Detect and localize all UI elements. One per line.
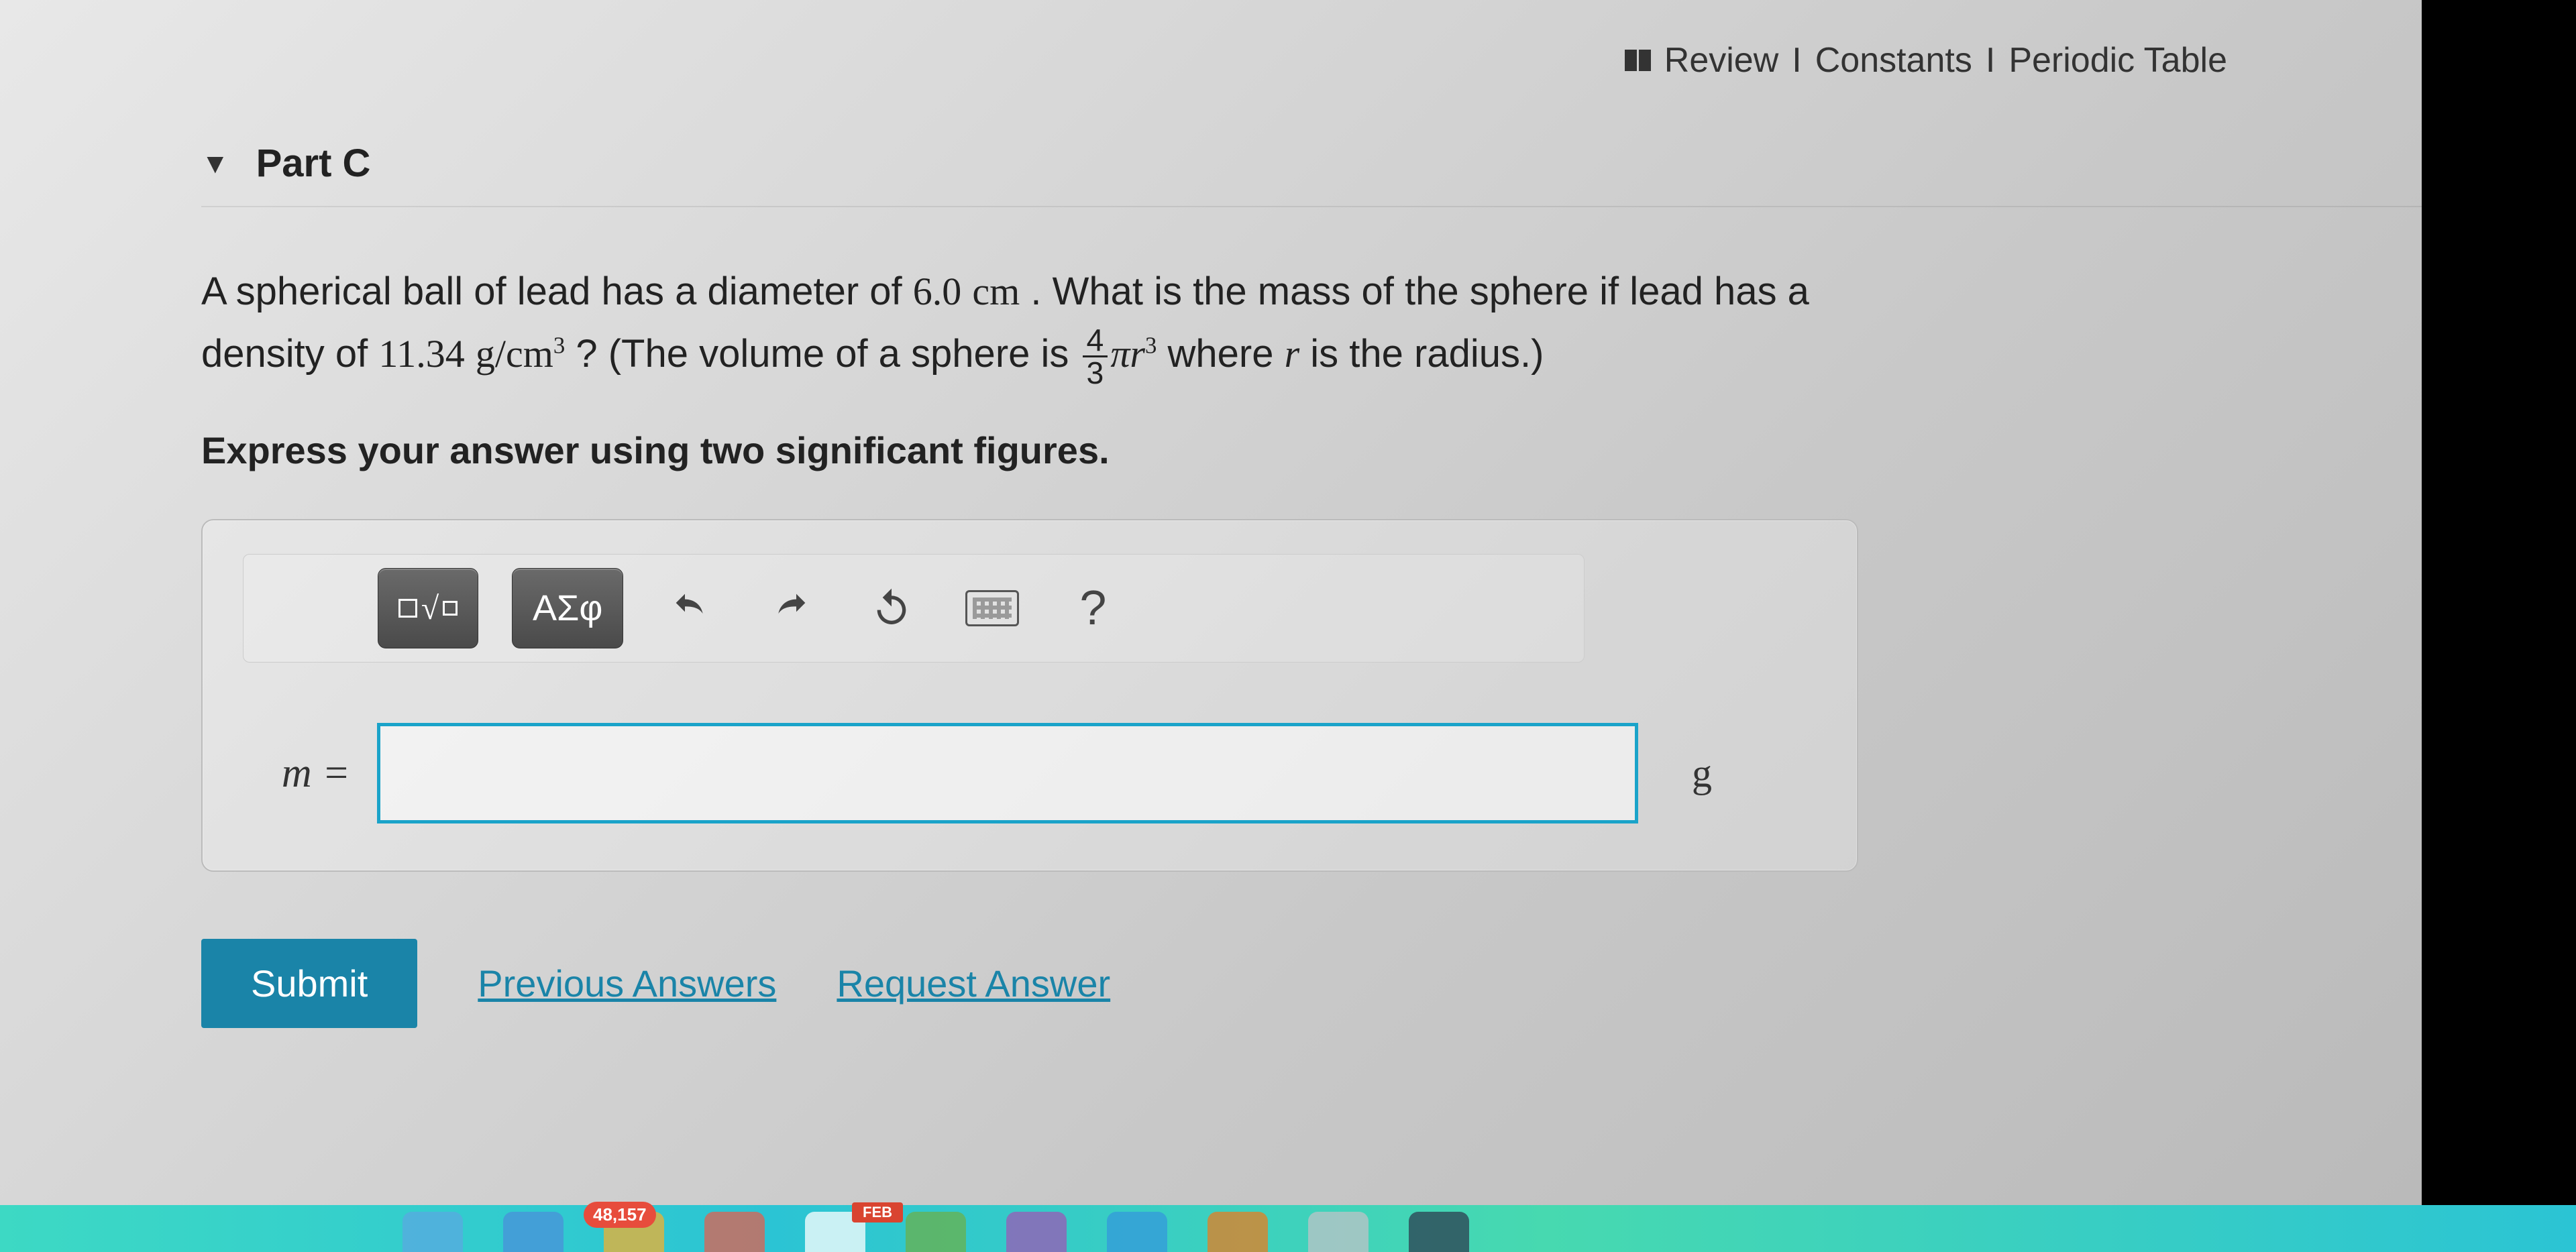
template-button[interactable]: √ xyxy=(378,568,478,648)
part-title: Part C xyxy=(256,141,371,186)
dock-app[interactable] xyxy=(402,1212,463,1252)
dock-app[interactable] xyxy=(906,1212,966,1252)
separator: I xyxy=(1792,40,1801,80)
dock-app[interactable] xyxy=(704,1212,765,1252)
page-container: Review I Constants I Periodic Table ▼ Pa… xyxy=(0,0,2576,1028)
answer-panel: √ ΑΣφ ? m = g xyxy=(201,519,1858,872)
keyboard-button[interactable] xyxy=(959,568,1026,648)
chevron-down-icon: ▼ xyxy=(201,148,229,180)
action-row: Submit Previous Answers Request Answer xyxy=(201,939,2442,1028)
notification-badge: 48,157 xyxy=(584,1202,656,1228)
constants-link[interactable]: Constants xyxy=(1815,40,1972,80)
q-dens-exp: 3 xyxy=(553,332,565,358)
variable-label: m = xyxy=(243,750,350,797)
q-text: ? (The volume of a sphere is xyxy=(565,332,1079,376)
q-density: 11.34 xyxy=(378,332,464,376)
separator: I xyxy=(1986,40,1995,80)
dock-app[interactable] xyxy=(1409,1212,1469,1252)
redo-icon xyxy=(769,587,812,630)
review-link[interactable]: Review xyxy=(1664,40,1779,80)
dock-app[interactable] xyxy=(1107,1212,1167,1252)
q-diam-unit: cm xyxy=(972,270,1020,313)
undo-button[interactable] xyxy=(657,568,724,648)
request-answer-link[interactable]: Request Answer xyxy=(837,962,1110,1005)
keyboard-icon xyxy=(965,590,1019,626)
q-dens-unit: g/cm xyxy=(476,332,553,376)
calendar-badge: FEB xyxy=(852,1202,903,1222)
answer-input[interactable] xyxy=(377,723,1638,823)
q-r2: r xyxy=(1285,332,1300,376)
submit-button[interactable]: Submit xyxy=(201,939,417,1028)
q-r-exp: 3 xyxy=(1145,332,1157,358)
help-button[interactable]: ? xyxy=(1059,568,1126,648)
reset-button[interactable] xyxy=(858,568,925,648)
top-links: Review I Constants I Periodic Table xyxy=(1625,40,2227,80)
q-pi: π xyxy=(1110,332,1130,376)
q-text: density of xyxy=(201,332,378,376)
undo-icon xyxy=(669,587,712,630)
part-header[interactable]: ▼ Part C xyxy=(201,121,2442,207)
periodic-table-link[interactable]: Periodic Table xyxy=(2008,40,2227,80)
q-text: is the radius.) xyxy=(1299,332,1544,376)
instruction-text: Express your answer using two significan… xyxy=(201,429,2442,472)
q-text: where xyxy=(1157,332,1284,376)
unit-label: g xyxy=(1692,750,1712,797)
q-text: A spherical ball of lead has a diameter … xyxy=(201,270,913,313)
equation-toolbar: √ ΑΣφ ? xyxy=(243,554,1585,663)
dock-app[interactable] xyxy=(503,1212,564,1252)
dock-app[interactable] xyxy=(1308,1212,1368,1252)
q-r: r xyxy=(1130,332,1145,376)
mac-dock xyxy=(0,1205,2576,1252)
frac-den: 3 xyxy=(1083,357,1108,388)
greek-button[interactable]: ΑΣφ xyxy=(512,568,623,648)
reset-icon xyxy=(870,587,913,630)
q-text: . What is the mass of the sphere if lead… xyxy=(1020,270,1809,313)
redo-button[interactable] xyxy=(757,568,824,648)
q-fraction: 43 xyxy=(1083,325,1108,389)
q-diameter: 6.0 xyxy=(913,270,962,313)
previous-answers-link[interactable]: Previous Answers xyxy=(478,962,776,1005)
question-text: A spherical ball of lead has a diameter … xyxy=(201,261,2281,388)
book-icon xyxy=(1625,50,1651,71)
input-row: m = g xyxy=(243,723,1817,823)
dock-app[interactable] xyxy=(1208,1212,1268,1252)
dock-app[interactable] xyxy=(1006,1212,1067,1252)
template-icon: √ xyxy=(398,590,458,627)
frac-num: 4 xyxy=(1083,325,1108,357)
